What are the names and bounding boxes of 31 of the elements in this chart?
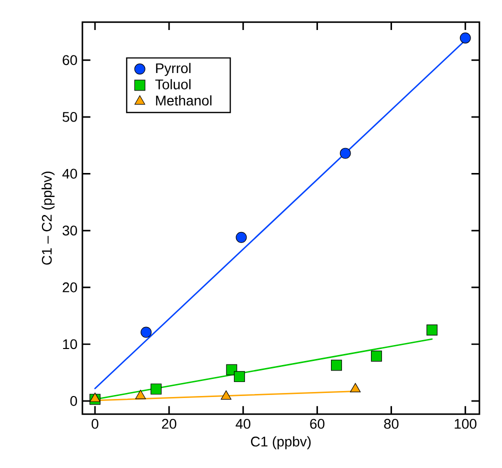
point xyxy=(234,371,245,382)
y-tick-label: 20 xyxy=(62,282,78,292)
y-tick-label: 50 xyxy=(62,112,78,122)
y-axis-title: C1 – C2 (ppbv) xyxy=(42,172,55,265)
x-tick-label: 0 xyxy=(92,418,98,429)
point xyxy=(140,326,152,338)
x-axis-title: C1 (ppbv) xyxy=(250,436,311,450)
y-tick-label: 40 xyxy=(62,168,78,179)
point xyxy=(150,384,162,395)
y-tick-label: 60 xyxy=(62,55,78,66)
y-tick-label: 30 xyxy=(62,226,78,236)
point xyxy=(350,382,361,392)
point xyxy=(330,360,342,371)
point xyxy=(90,392,100,402)
x-tick-label: 40 xyxy=(236,418,250,429)
point xyxy=(135,390,146,400)
point xyxy=(220,390,232,400)
x-tick-label: 60 xyxy=(310,418,324,429)
x-tick-label: 80 xyxy=(384,418,398,429)
legend-label: Toluol xyxy=(155,79,190,90)
legend-label: Pyrrol xyxy=(156,62,190,76)
x-tick-label: 20 xyxy=(162,418,176,429)
point xyxy=(370,350,382,362)
point xyxy=(340,148,351,159)
y-tick-label: 0 xyxy=(70,396,78,406)
point xyxy=(426,324,438,336)
point xyxy=(236,232,247,243)
y-tick-label: 10 xyxy=(63,339,78,350)
point xyxy=(460,32,471,44)
x-tick-label: 100 xyxy=(454,418,476,429)
legend-label: Methanol xyxy=(156,95,212,106)
